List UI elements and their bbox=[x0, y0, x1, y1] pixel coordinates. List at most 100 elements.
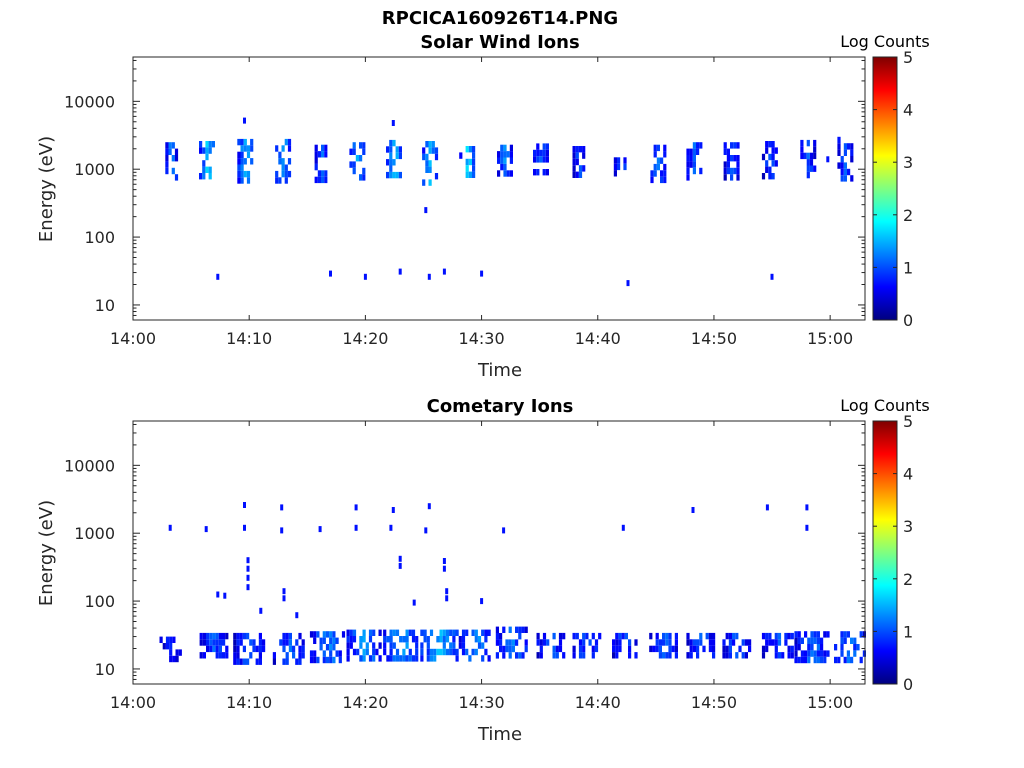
spectrogram-cell bbox=[542, 156, 546, 163]
spectrogram-cell bbox=[471, 648, 475, 656]
spectrogram-cell bbox=[378, 629, 382, 636]
spectrogram-cell bbox=[511, 645, 515, 653]
spectrogram-cell bbox=[765, 160, 769, 167]
spectrogram-cell bbox=[215, 645, 219, 653]
spectrogram-cell bbox=[509, 170, 513, 177]
spectrogram-cell bbox=[575, 171, 579, 178]
spectrogram-cell bbox=[524, 639, 528, 646]
spectrogram-cell bbox=[205, 141, 209, 148]
spectrogram-cell bbox=[807, 644, 811, 651]
spectrogram-cell bbox=[612, 652, 616, 659]
spectrogram-cell bbox=[422, 153, 426, 161]
spectrogram-cell bbox=[329, 650, 333, 657]
spectrogram-cell bbox=[237, 164, 241, 171]
spectrogram-cell bbox=[365, 648, 369, 656]
spectrogram-cell bbox=[723, 167, 727, 175]
spectrogram-cell bbox=[278, 177, 282, 184]
spectrogram-cell bbox=[202, 147, 206, 154]
spectrogram-dot bbox=[318, 526, 322, 533]
spectrogram-cell bbox=[658, 645, 662, 653]
spectrogram-cell bbox=[662, 632, 666, 640]
spectrogram-cell bbox=[162, 643, 166, 650]
spectrogram-cell bbox=[771, 141, 775, 148]
spectrogram-cell bbox=[686, 652, 690, 659]
spectrogram-cell bbox=[322, 650, 326, 657]
spectrogram-dot bbox=[398, 562, 402, 569]
spectrogram-cell bbox=[352, 167, 356, 175]
spectrogram-cell bbox=[487, 655, 491, 662]
spectrogram-cell bbox=[408, 648, 412, 656]
spectrogram-cell bbox=[853, 637, 857, 644]
x-tick-label: 15:00 bbox=[807, 329, 853, 348]
spectrogram-cell bbox=[415, 642, 419, 649]
spectrogram-cell bbox=[472, 158, 476, 166]
spectrogram-cell bbox=[287, 158, 292, 165]
spectrogram-cell bbox=[279, 639, 283, 646]
spectrogram-cell bbox=[372, 648, 376, 656]
spectrogram-cell bbox=[804, 631, 808, 638]
spectrogram-cell bbox=[325, 656, 330, 664]
spectrogram-cell bbox=[313, 650, 317, 657]
spectrogram-cell bbox=[309, 631, 314, 638]
spectrogram-cell bbox=[205, 147, 209, 154]
spectrogram-cell bbox=[202, 160, 206, 167]
spectrogram-cell bbox=[730, 167, 734, 175]
spectrogram-cell bbox=[237, 158, 241, 165]
spectrogram-dot bbox=[329, 270, 332, 277]
colorbar-tick-label: 1 bbox=[903, 622, 913, 641]
spectrogram-cell bbox=[582, 632, 586, 640]
spectrogram-dot bbox=[445, 588, 449, 595]
spectrogram-cell bbox=[445, 636, 450, 643]
cometary-ions-panel: Cometary Ions 14:00 14:10 14:20 14:30 14:40 1… bbox=[36, 396, 930, 745]
spectrogram-cell bbox=[428, 160, 432, 167]
spectrogram-cell bbox=[725, 652, 729, 659]
spectrogram-cell bbox=[686, 155, 690, 162]
panel-title: Cometary Ions bbox=[427, 396, 574, 417]
spectrogram-cell bbox=[495, 652, 499, 659]
colorbar-gradient bbox=[872, 56, 898, 321]
spectrogram-cell bbox=[686, 632, 690, 640]
spectrogram-cell bbox=[652, 645, 656, 653]
spectrogram-cell bbox=[222, 652, 226, 659]
spectrogram-cell bbox=[806, 152, 810, 160]
spectrogram-cell bbox=[386, 636, 390, 643]
spectrogram-cell bbox=[768, 166, 772, 173]
spectrogram-cell bbox=[258, 632, 262, 640]
spectrogram-cell bbox=[809, 165, 814, 172]
spectrogram-cell bbox=[768, 153, 772, 161]
spectrogram-cell bbox=[208, 147, 212, 154]
spectrogram-cell bbox=[237, 138, 241, 146]
spectrogram-cell bbox=[509, 151, 513, 158]
spectrogram-cell bbox=[408, 655, 412, 662]
spectrogram-cell bbox=[468, 146, 472, 153]
spectrogram-cell bbox=[236, 639, 240, 646]
spectrogram-cell bbox=[741, 652, 745, 659]
spectrogram-cell bbox=[346, 636, 350, 643]
spectrogram-cell bbox=[317, 170, 321, 177]
spectrogram-cell bbox=[665, 632, 669, 640]
spectrogram-cell bbox=[324, 144, 328, 152]
spectrogram-cell bbox=[765, 645, 769, 653]
spectrogram-cell bbox=[243, 170, 247, 178]
spectrogram-cell bbox=[461, 648, 466, 656]
spectrogram-cell bbox=[699, 142, 703, 149]
spectrogram-dot bbox=[412, 599, 416, 606]
spectrogram-cell bbox=[461, 629, 466, 636]
spectrogram-cell bbox=[807, 656, 811, 664]
spectrogram-cell bbox=[240, 138, 244, 146]
spectrogram-cell bbox=[536, 639, 540, 646]
spectrogram-cell bbox=[236, 632, 240, 640]
plot-area bbox=[133, 57, 865, 320]
spectrogram-cell bbox=[209, 639, 213, 646]
spectrogram-cell bbox=[575, 632, 579, 640]
spectrogram-dot bbox=[442, 268, 446, 275]
spectrogram-cell bbox=[362, 142, 366, 149]
spectrogram-dot bbox=[246, 584, 250, 591]
spectrogram-cell bbox=[332, 631, 336, 638]
spectrogram-cell bbox=[686, 161, 690, 168]
y-tick-label: 1000 bbox=[74, 524, 115, 543]
spectrogram-cell bbox=[352, 142, 356, 149]
spectrogram-dot bbox=[427, 503, 431, 510]
spectrogram-cell bbox=[258, 645, 262, 653]
spectrogram-cell bbox=[674, 652, 678, 659]
